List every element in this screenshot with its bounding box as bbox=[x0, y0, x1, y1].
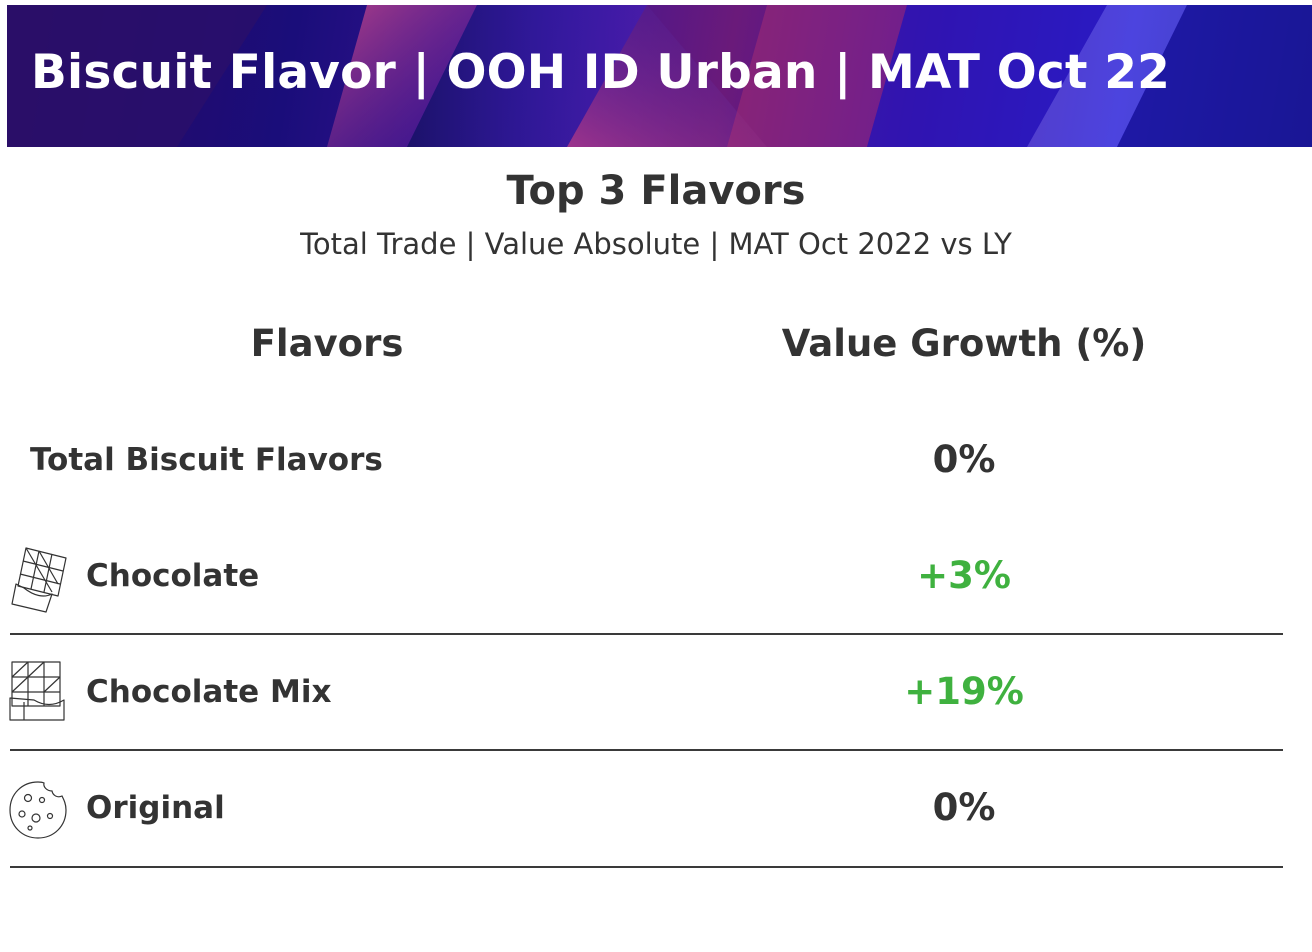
row-label: Total Biscuit Flavors bbox=[30, 442, 383, 478]
page-subtitle: Total Trade | Value Absolute | MAT Oct 2… bbox=[300, 227, 1012, 261]
table-row-original: Original 0% bbox=[0, 750, 1312, 866]
chocolate-bar-icon bbox=[11, 547, 67, 613]
table-row-chocolate-mix: Chocolate Mix +19% bbox=[0, 634, 1312, 750]
cookie-icon bbox=[9, 781, 67, 839]
row-value: 0% bbox=[932, 786, 996, 829]
header-banner: Biscuit Flavor | OOH ID Urban | MAT Oct … bbox=[7, 5, 1312, 147]
row-label: Original bbox=[86, 790, 225, 826]
row-label: Chocolate bbox=[86, 558, 260, 594]
row-divider bbox=[10, 749, 1283, 751]
banner-title: Biscuit Flavor | OOH ID Urban | MAT Oct … bbox=[31, 45, 1170, 100]
column-header-flavors: Flavors bbox=[250, 322, 404, 365]
row-value: +3% bbox=[917, 554, 1011, 597]
chocolate-mix-icon bbox=[9, 661, 65, 721]
row-divider bbox=[10, 866, 1283, 868]
row-divider bbox=[10, 633, 1283, 635]
row-value: +19% bbox=[904, 670, 1024, 713]
page-title: Top 3 Flavors bbox=[506, 168, 806, 214]
banner-background-graphic bbox=[7, 5, 1312, 147]
table-row-chocolate: Chocolate +3% bbox=[0, 518, 1312, 634]
row-value: 0% bbox=[932, 438, 996, 481]
table-row-total: Total Biscuit Flavors 0% bbox=[0, 402, 1312, 518]
column-header-value-growth: Value Growth (%) bbox=[781, 322, 1147, 365]
row-label: Chocolate Mix bbox=[86, 674, 332, 710]
